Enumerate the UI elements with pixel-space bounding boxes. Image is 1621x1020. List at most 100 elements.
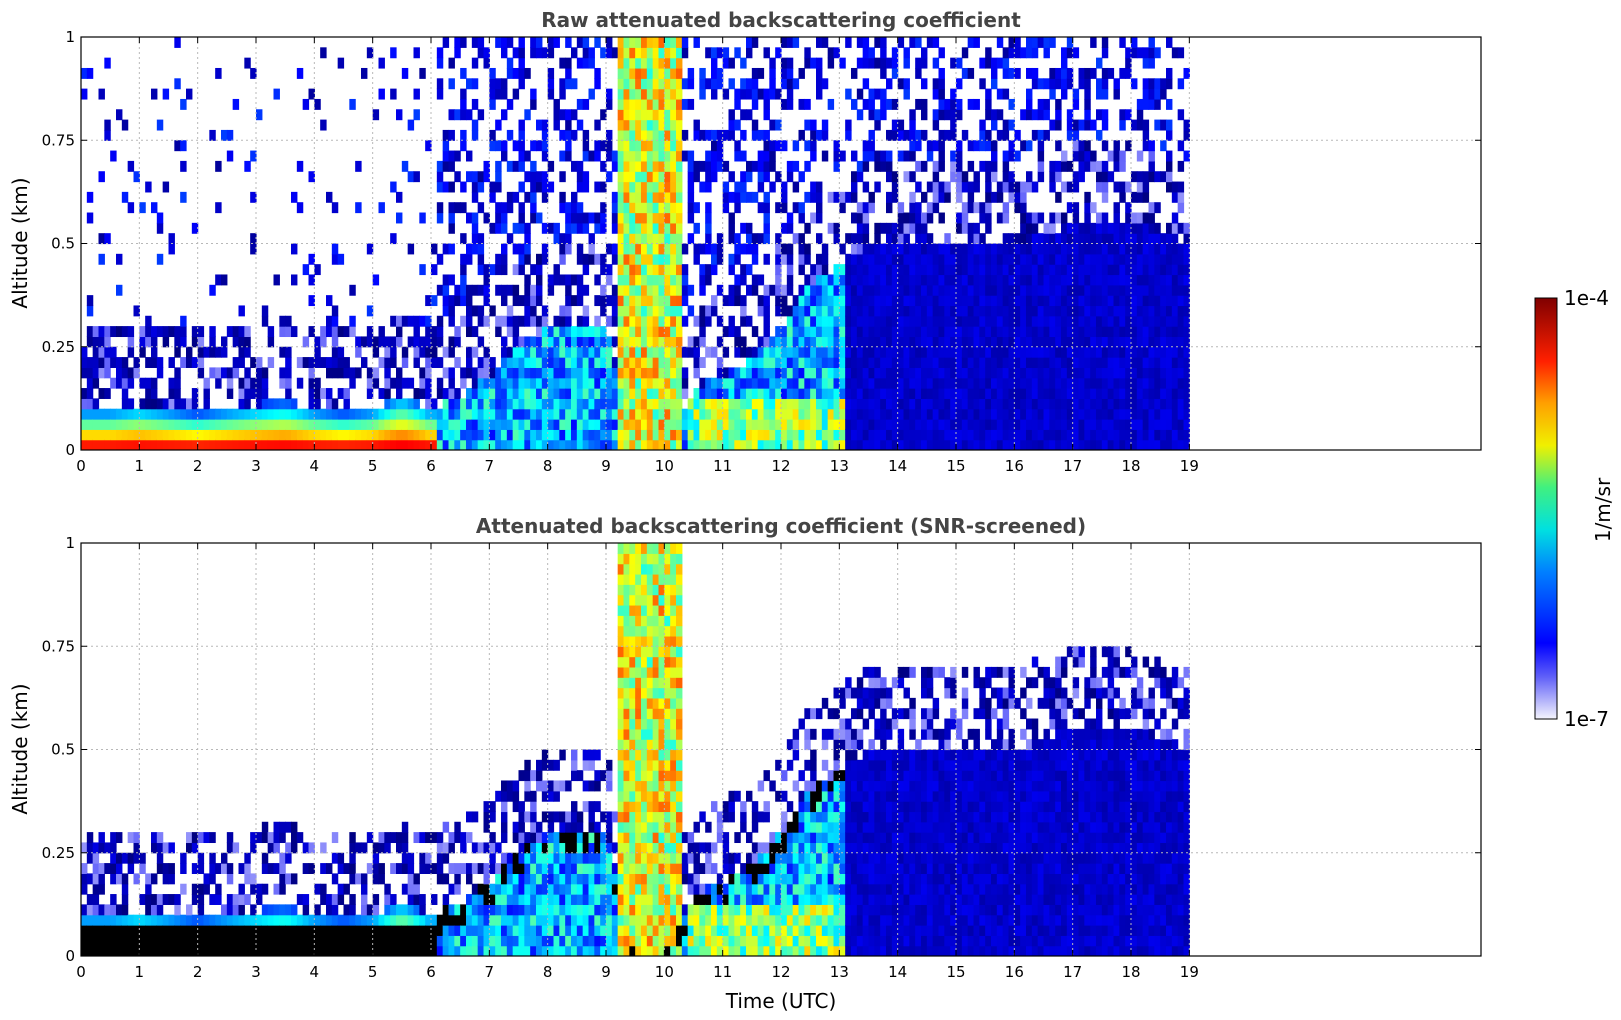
heatmap-cell xyxy=(769,181,776,193)
heatmap-cell xyxy=(810,367,817,379)
heatmap-cell xyxy=(996,37,1004,48)
heatmap-cell xyxy=(629,67,636,79)
heatmap-cell xyxy=(821,429,829,441)
heatmap-cell xyxy=(851,346,858,358)
heatmap-cell xyxy=(1072,253,1080,265)
heatmap-cell xyxy=(1002,408,1010,420)
heatmap-cell xyxy=(594,119,601,131)
heatmap-cell xyxy=(506,233,514,245)
heatmap-cell xyxy=(652,253,660,265)
heatmap-cell xyxy=(308,925,315,936)
heatmap-cell xyxy=(302,98,310,110)
heatmap-cell xyxy=(1008,37,1015,48)
heatmap-cell xyxy=(1037,408,1045,420)
heatmap-cell xyxy=(816,202,823,214)
heatmap-cell xyxy=(932,367,940,379)
heatmap-cell xyxy=(396,408,403,420)
heatmap-cell xyxy=(1125,67,1132,79)
heatmap-cell xyxy=(985,315,992,327)
heatmap-cell xyxy=(891,315,899,327)
heatmap-cell xyxy=(909,140,916,152)
heatmap-cell xyxy=(378,429,385,441)
heatmap-cell xyxy=(442,945,450,956)
heatmap-cell xyxy=(460,832,467,844)
heatmap-cell xyxy=(518,67,525,79)
heatmap-cell xyxy=(355,336,362,348)
heatmap-cell xyxy=(378,357,385,368)
heatmap-cell xyxy=(1026,367,1033,379)
heatmap-cell xyxy=(436,842,444,854)
heatmap-cell xyxy=(495,377,502,389)
heatmap-cell xyxy=(921,357,928,368)
heatmap-cell xyxy=(1078,439,1085,450)
heatmap-cell xyxy=(1154,439,1161,450)
heatmap-cell xyxy=(670,88,677,100)
heatmap-cell xyxy=(530,357,537,368)
heatmap-cell xyxy=(897,284,905,296)
heatmap-cell xyxy=(1037,78,1045,90)
heatmap-cell xyxy=(279,398,286,410)
heatmap-cell xyxy=(1148,222,1155,234)
heatmap-cell xyxy=(1136,222,1144,234)
heatmap-cell xyxy=(366,832,374,844)
heatmap-cell xyxy=(664,37,671,48)
heatmap-cell xyxy=(617,346,625,358)
heatmap-cell xyxy=(1148,264,1155,276)
heatmap-cell xyxy=(401,346,409,358)
heatmap-cell xyxy=(436,377,444,389)
heatmap-cell xyxy=(191,429,199,441)
heatmap-cell xyxy=(938,274,945,286)
heatmap-cell xyxy=(191,842,199,854)
heatmap-cell xyxy=(641,315,648,327)
heatmap-cell xyxy=(1037,439,1045,450)
heatmap-cell xyxy=(1026,439,1033,450)
heatmap-cell xyxy=(740,398,747,410)
heatmap-cell xyxy=(191,832,199,844)
heatmap-cell xyxy=(781,346,788,358)
heatmap-cell xyxy=(215,419,222,430)
heatmap-cell xyxy=(751,160,759,172)
heatmap-cell xyxy=(851,377,858,389)
heatmap-cell xyxy=(162,88,170,100)
heatmap-cell xyxy=(816,336,823,348)
heatmap-cell xyxy=(291,274,298,286)
heatmap-cell xyxy=(518,37,525,48)
x-tick-label: 3 xyxy=(251,457,261,475)
heatmap-cell xyxy=(909,346,916,358)
heatmap-cell xyxy=(571,160,578,172)
heatmap-cell xyxy=(950,264,957,276)
heatmap-cell xyxy=(711,419,718,430)
heatmap-cell xyxy=(816,377,823,389)
heatmap-cell xyxy=(728,408,735,420)
heatmap-cell xyxy=(524,67,531,79)
heatmap-cell xyxy=(250,233,257,245)
heatmap-cell xyxy=(676,284,683,296)
heatmap-cell xyxy=(1096,377,1103,389)
heatmap-cell xyxy=(699,181,706,193)
heatmap-cell xyxy=(956,284,963,296)
heatmap-cell xyxy=(425,863,432,874)
heatmap-cell xyxy=(361,904,368,916)
heatmap-cell xyxy=(751,37,759,48)
heatmap-cell xyxy=(658,305,665,317)
heatmap-cell xyxy=(1061,326,1068,338)
heatmap-cell xyxy=(1061,377,1068,389)
heatmap-cell xyxy=(950,346,957,358)
heatmap-cell xyxy=(606,140,613,152)
heatmap-cell xyxy=(238,377,245,389)
heatmap-cell xyxy=(862,357,870,368)
heatmap-cell xyxy=(133,842,140,854)
heatmap-cell xyxy=(518,243,525,255)
heatmap-cell xyxy=(1090,222,1097,234)
heatmap-cell xyxy=(728,295,735,307)
heatmap-cell xyxy=(1136,346,1144,358)
heatmap-cell xyxy=(705,388,712,399)
heatmap-cell xyxy=(431,264,438,276)
heatmap-cell xyxy=(401,945,409,956)
heatmap-cell xyxy=(151,88,158,100)
heatmap-cell xyxy=(915,315,922,327)
heatmap-cell xyxy=(716,78,724,90)
heatmap-cells xyxy=(81,37,1190,450)
heatmap-cell xyxy=(460,233,467,245)
heatmap-cell xyxy=(856,233,864,245)
